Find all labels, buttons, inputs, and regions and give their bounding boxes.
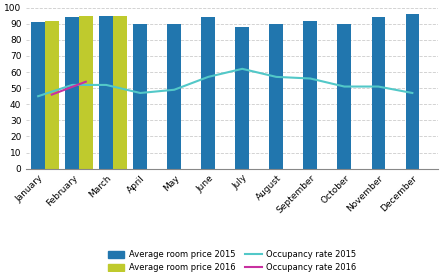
Bar — [372, 17, 385, 169]
Bar — [168, 24, 181, 169]
Bar — [270, 24, 283, 169]
Bar — [405, 14, 419, 169]
Bar — [65, 17, 79, 169]
Bar — [79, 16, 93, 169]
Bar — [202, 17, 215, 169]
Bar — [45, 21, 59, 169]
Bar — [31, 22, 45, 169]
Bar — [304, 21, 317, 169]
Bar — [236, 27, 249, 169]
Bar — [99, 16, 113, 169]
Bar — [133, 24, 147, 169]
Bar — [338, 24, 351, 169]
Legend: Average room price 2015, Average room price 2016, Occupancy rate 2015, Occupancy: Average room price 2015, Average room pr… — [108, 250, 356, 272]
Bar — [113, 16, 126, 169]
